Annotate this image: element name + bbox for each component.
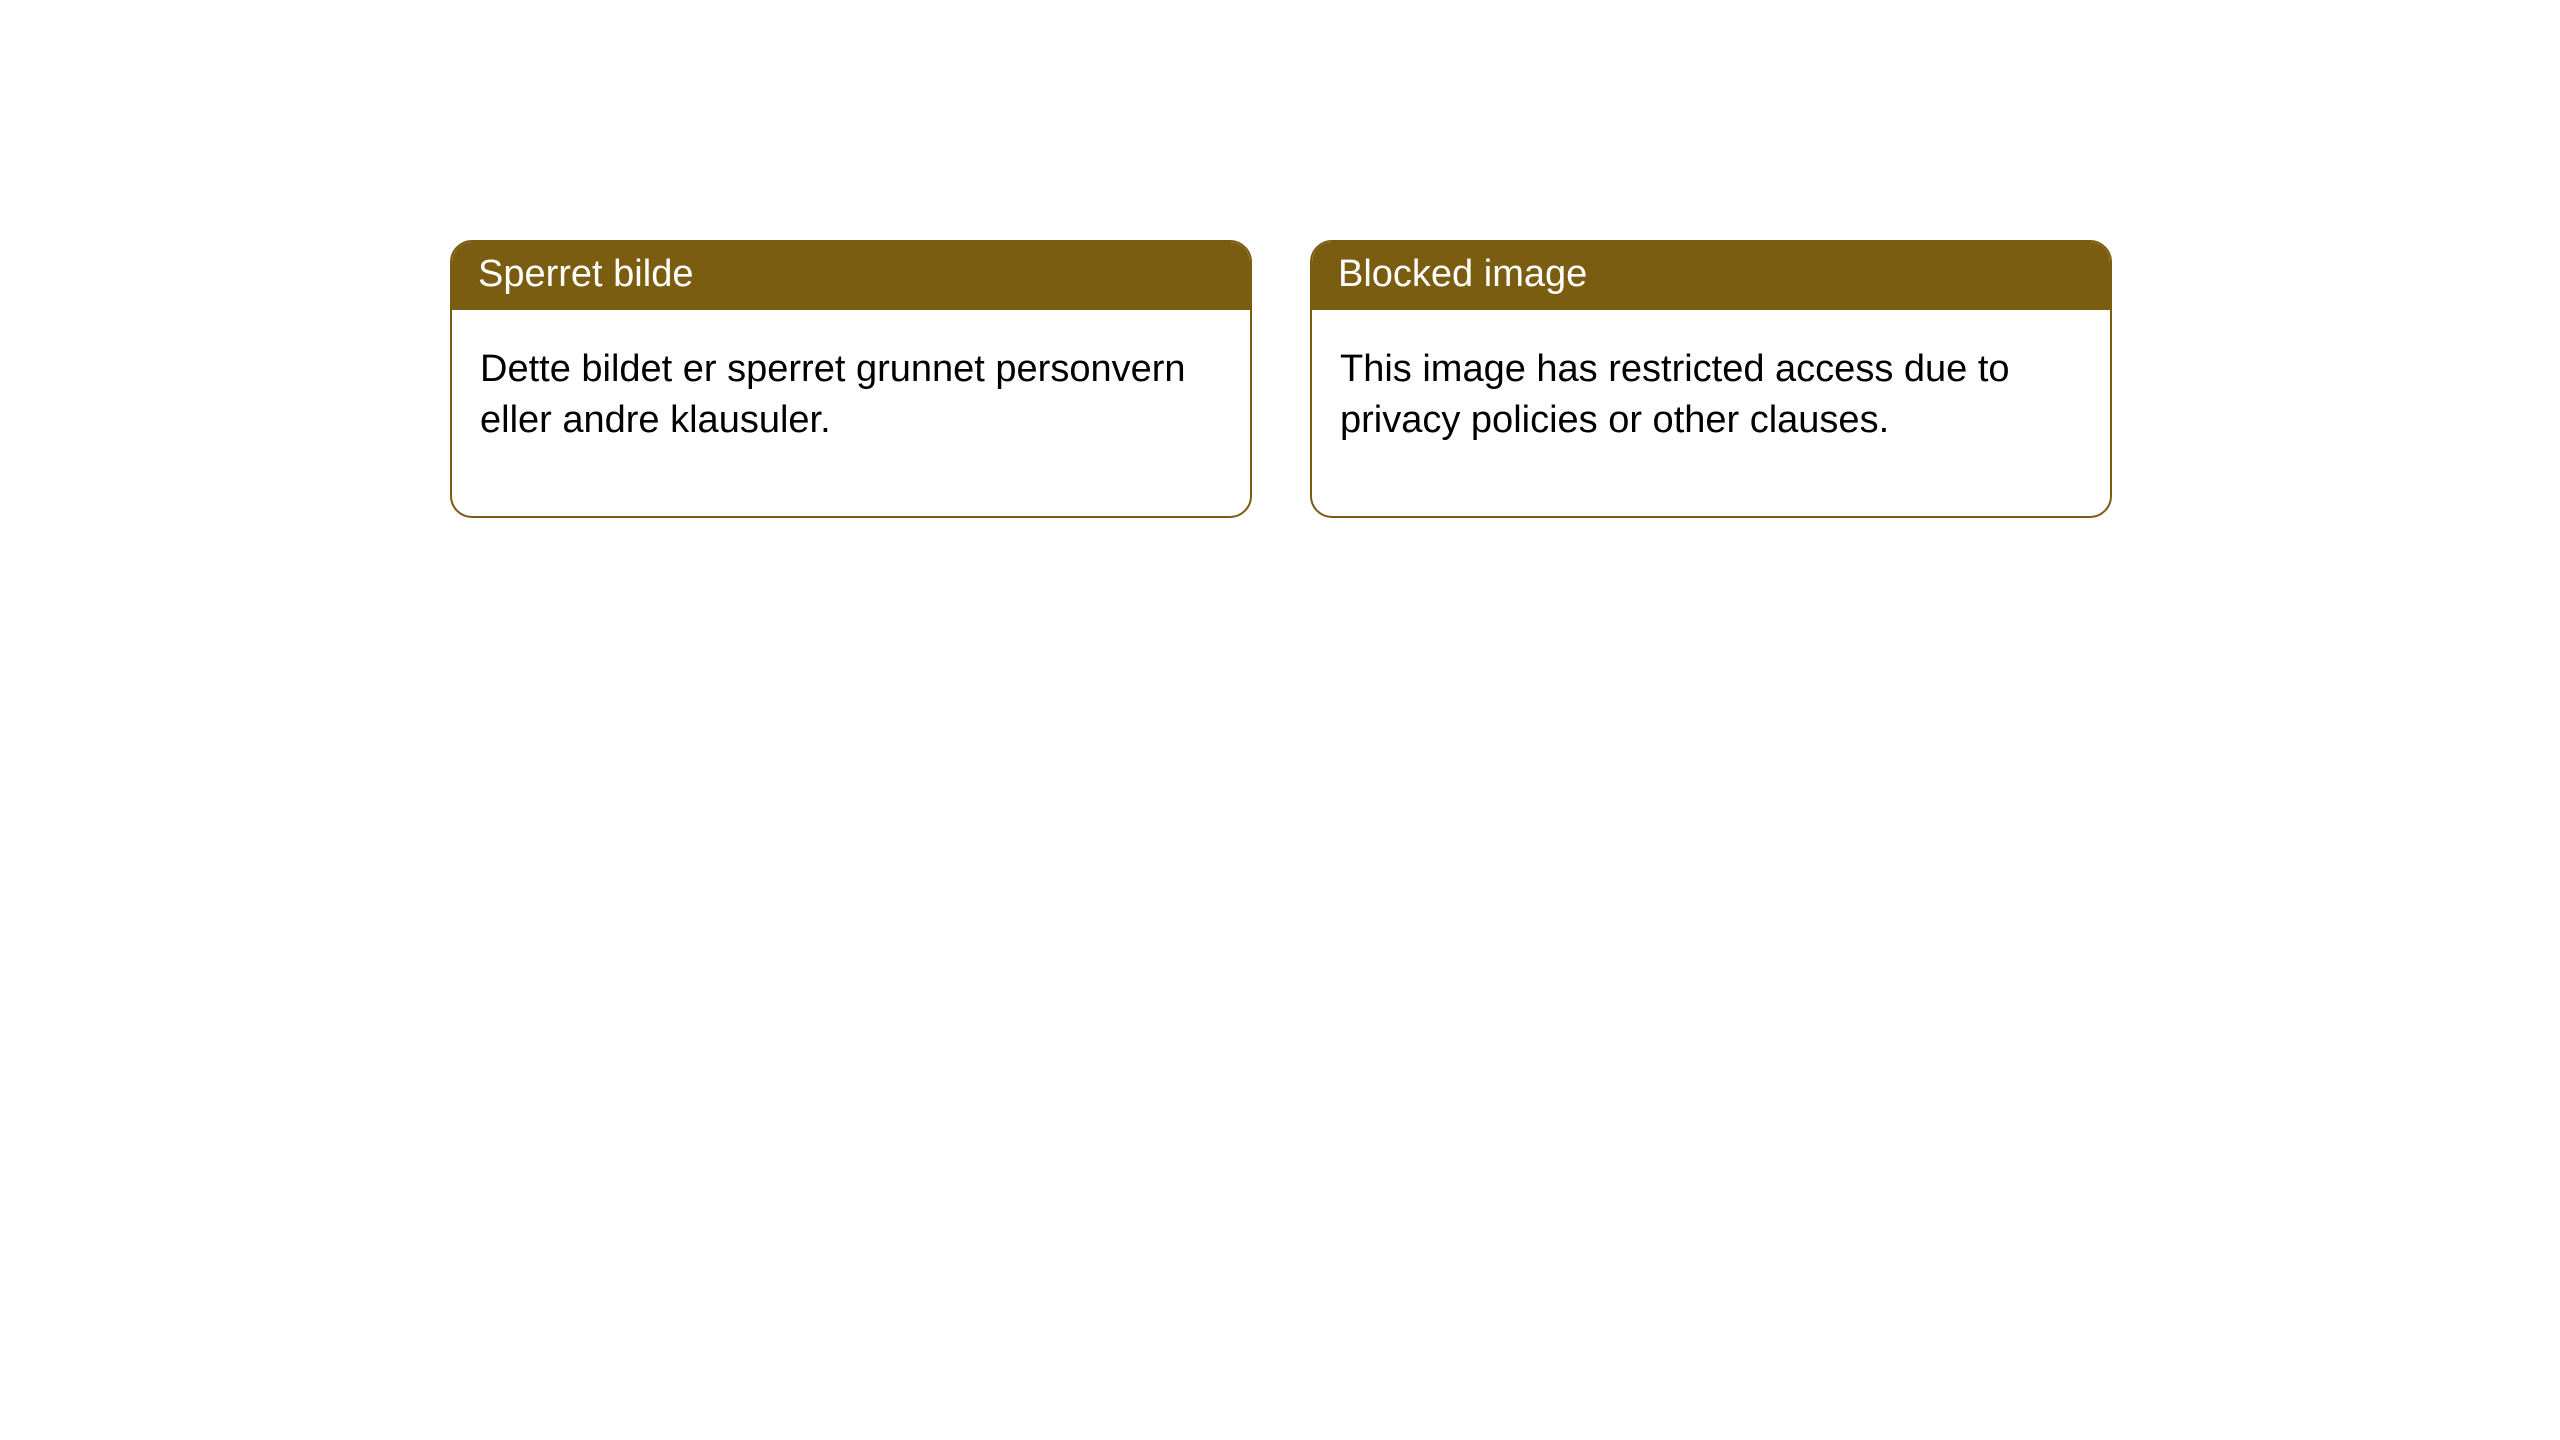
- notice-card-body: Dette bildet er sperret grunnet personve…: [452, 310, 1250, 517]
- notice-card-row: Sperret bilde Dette bildet er sperret gr…: [450, 240, 2112, 518]
- notice-card-header: Sperret bilde: [452, 242, 1250, 310]
- notice-card-header: Blocked image: [1312, 242, 2110, 310]
- notice-card-body: This image has restricted access due to …: [1312, 310, 2110, 517]
- notice-card-no: Sperret bilde Dette bildet er sperret gr…: [450, 240, 1252, 518]
- notice-card-en: Blocked image This image has restricted …: [1310, 240, 2112, 518]
